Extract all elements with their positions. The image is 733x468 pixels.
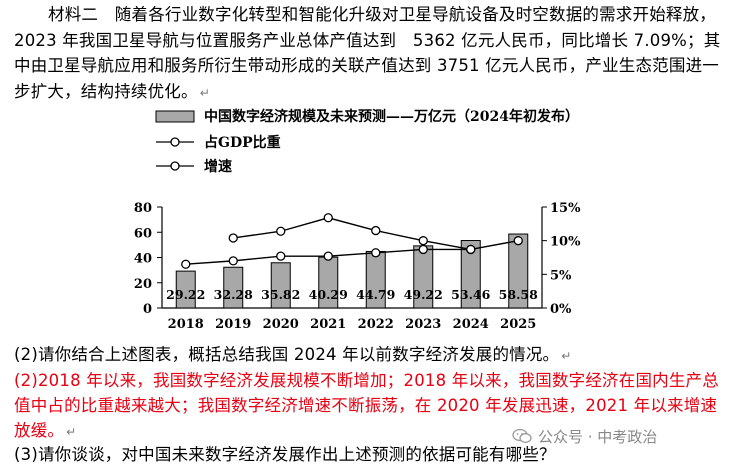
question-2-text: (2)请你结合上述图表，概括总结我国 2024 年以前数字经济发展的情况。 [14,345,560,364]
wechat-icon [512,428,532,443]
legend-gdp-entry: 占GDP比重 [150,132,281,152]
watermark-text: 公众号 · 中考政治 [538,427,658,446]
growth-point [228,233,238,243]
gdp-share-point [181,259,191,269]
legend-bar-label: 中国数字经济规模及未来预测——万亿元（2024年初发布） [204,109,579,125]
gdp-share-point [276,251,286,261]
right-tick-label: 5% [550,268,572,283]
bar-value-label: 49.22 [404,287,443,302]
x-tick-label: 2021 [310,317,346,332]
answer-2-text: (2)2018 年以来，我国数字经济发展规模不断增加；2018 年以来，我国数字… [14,371,719,440]
x-tick-label: 2025 [500,317,536,332]
bar [460,240,481,309]
bar-value-label: 40.29 [309,287,348,302]
paragraph-mark: ↵ [66,425,77,439]
bar [175,270,196,309]
gdp-share-point [228,256,238,266]
bar [270,262,291,309]
material-paragraph: 材料二 随着各行业数字化转型和智能化升级对卫星导航设备及时空数据的需求开始释放，… [14,2,722,106]
growth-point [371,225,381,236]
bar-value-label: 32.28 [214,287,253,302]
left-tick-label: 0 [143,302,152,317]
right-tick-label: 15% [550,201,581,216]
digital-economy-chart: 0 20 40 60 80 0% 5% 10% 15% 29.22 32.28 35.82 40.29 4… [134,201,581,332]
chart-legend: 中国数字经济规模及未来预测——万亿元（2024年初发布） 占GDP比重 增速 [150,106,610,176]
bar-value-label: 35.82 [261,287,300,302]
bar-value-label: 44.79 [356,287,395,302]
legend-bar-entry: 中国数字经济规模及未来预测——万亿元（2024年初发布） [150,106,579,126]
legend-growth-label: 增速 [204,159,232,175]
gdp-share-point [513,236,523,246]
material-text: 材料二 随着各行业数字化转型和智能化升级对卫星导航设备及时空数据的需求开始释放，… [14,5,721,101]
growth-point [276,226,286,236]
growth-point [466,244,476,255]
x-tick-label: 2018 [168,317,204,332]
legend-gdp-swatch [156,137,194,147]
bar [508,233,529,309]
left-tick-label: 40 [134,252,152,267]
growth-point [418,236,428,246]
gdp-share-point [418,244,428,255]
right-tick-label: 10% [550,235,581,250]
watermark: 公众号 · 中考政治 [512,425,657,447]
legend-growth-swatch [156,161,194,171]
bar [223,266,244,309]
gdp-share-point [371,248,381,258]
growth-point [323,213,333,223]
x-tick-label: 2019 [215,317,251,332]
growth-line [233,217,471,251]
legend-growth-entry: 增速 [150,156,232,176]
legend-bar-swatch [155,110,195,123]
question-2: (2)请你结合上述图表，概括总结我国 2024 年以前数字经济发展的情况。 ↵ [14,342,722,370]
x-tick-label: 2023 [405,317,441,332]
x-tick-label: 2024 [453,317,489,332]
bar-value-label: 29.22 [166,287,205,302]
gdp-share-point [323,251,333,261]
bar-value-label: 53.46 [451,287,490,302]
legend-gdp-label: 占GDP比重 [204,135,281,151]
right-tick-label: 0% [550,302,572,317]
paragraph-mark: ↵ [561,349,572,363]
bar-value-label: 58.58 [499,287,538,302]
question-3-text: (3)请你谈谈，对中国未来数字经济发展作出上述预测的依据可能有哪些？ [14,445,556,464]
left-tick-label: 80 [134,201,152,216]
x-tick-label: 2022 [358,317,394,332]
paragraph-mark: ↵ [199,85,210,100]
answer-2: (2)2018 年以来，我国数字经济发展规模不断增加；2018 年以来，我国数字… [14,368,722,445]
x-tick-label: 2020 [263,317,299,332]
left-tick-label: 60 [134,226,152,241]
question-3: (3)请你谈谈，对中国未来数字经济发展作出上述预测的依据可能有哪些？ [14,442,722,468]
left-tick-label: 20 [134,277,152,292]
gdp-share-line [185,239,519,265]
